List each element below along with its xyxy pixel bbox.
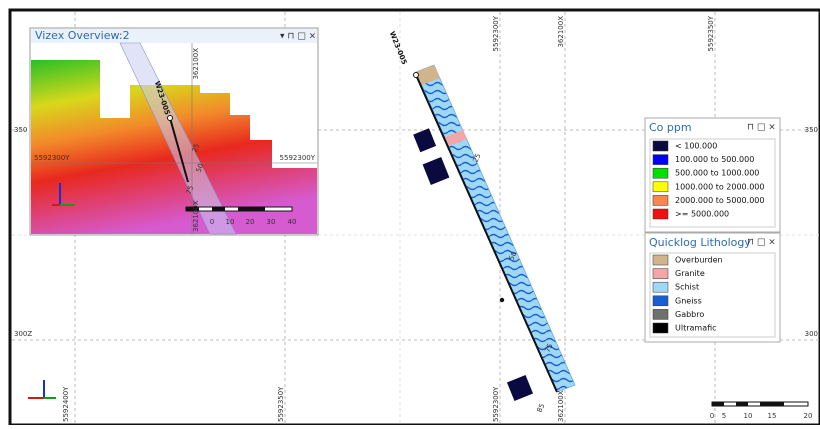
grid-label: 350 <box>14 126 27 134</box>
grid-label: 5592350Y <box>707 15 715 51</box>
granite-interval <box>445 130 467 146</box>
depth-label: 25 <box>191 142 202 153</box>
title-bar <box>31 29 317 43</box>
legend-swatch <box>652 195 669 206</box>
scale-bar <box>212 207 225 211</box>
window-title: Vizex Overview:2 <box>35 29 130 42</box>
legend-label: < 100.000 <box>675 142 717 151</box>
depth-label: 50 <box>195 162 206 173</box>
grid-label: 5592300Y <box>492 15 500 51</box>
collar <box>413 72 419 78</box>
scale-label: 0 <box>210 218 214 226</box>
grid-label: 362100X <box>192 48 200 80</box>
scale-bar <box>711 401 809 407</box>
depth-label: 75 <box>544 342 555 353</box>
grid-label: 350 <box>805 126 818 134</box>
scale-label: 15 <box>768 412 777 420</box>
hole-trace <box>415 74 558 393</box>
legend-label: Granite <box>675 269 705 278</box>
scale-label: 5 <box>722 412 726 420</box>
legend-swatch <box>652 154 669 165</box>
legend-label: Gneiss <box>675 296 702 305</box>
hole-trace <box>169 117 189 183</box>
legend-swatch <box>652 181 669 193</box>
grid-label: 5592300Y <box>492 386 500 422</box>
scale-label: 0 <box>710 412 714 420</box>
axis-triad <box>28 380 56 399</box>
grid-label: 5592300Y <box>34 154 70 162</box>
grid-label: 300Z <box>14 330 32 338</box>
legend-swatch <box>652 167 669 179</box>
legend-label: 500.000 to 1000.000 <box>675 169 759 178</box>
legend-label: 100.000 to 500.000 <box>675 155 754 164</box>
grid-label: 300 <box>805 330 818 338</box>
co-block <box>413 128 437 153</box>
legend-swatch <box>652 254 669 266</box>
grid-label: 5592350Y <box>277 386 285 422</box>
legend-label: 1000.000 to 2000.000 <box>675 182 764 191</box>
window-controls[interactable]: ▾ ⊓ □ × <box>280 32 316 42</box>
legend-title: Quicklog Lithology <box>649 236 751 249</box>
legend-label: Gabbro <box>675 310 704 319</box>
legend-label: >= 5000.000 <box>675 210 729 219</box>
legend-swatch <box>652 322 669 334</box>
co-block <box>506 374 534 402</box>
scale-bar <box>238 207 265 211</box>
window-controls[interactable]: ⊓ □ × <box>747 123 776 133</box>
depth-label: 25 <box>472 152 483 163</box>
scale-bar <box>186 207 199 211</box>
scale-label: 40 <box>288 218 297 226</box>
grid-label: 362100X <box>192 200 200 232</box>
collar <box>167 115 173 121</box>
legend-label: Ultramafic <box>675 324 717 333</box>
scale-label: 20 <box>804 412 813 420</box>
scale-label: 10 <box>226 218 235 226</box>
grid-label: 362100X <box>557 390 565 422</box>
legend-swatch <box>652 295 669 307</box>
legend-swatch <box>652 309 669 320</box>
depth-label: 85 <box>536 402 547 413</box>
overview-window: Vizex Overview:2 ▾ ⊓ □ × <box>29 27 319 236</box>
scale-label: 30 <box>267 218 276 226</box>
drillhole <box>413 64 576 402</box>
legend-swatch <box>652 208 669 220</box>
legend-swatch <box>652 281 669 293</box>
section-band <box>119 42 237 235</box>
scale-label: 10 <box>744 412 753 420</box>
scale-label: 20 <box>246 218 255 226</box>
grid-label: 5592300Y <box>280 154 316 162</box>
depth-label: 50 <box>508 250 519 261</box>
legend-label: 2000.000 to 5000.000 <box>675 196 764 205</box>
depth-label: 75 <box>185 184 196 195</box>
grid-label: 5592400Y <box>62 386 70 422</box>
window-controls[interactable]: ⊓ □ × <box>747 238 776 248</box>
overburden-interval <box>416 65 440 85</box>
co-block <box>422 157 450 185</box>
legend-swatch <box>652 268 669 279</box>
legend-label: Schist <box>675 283 699 292</box>
grid-label: 362100X <box>557 16 565 48</box>
legend-label: Overburden <box>675 256 723 265</box>
hole-marker <box>499 297 505 303</box>
legend-swatch <box>652 140 669 152</box>
legend-title: Co ppm <box>649 121 692 134</box>
empty-area <box>100 60 317 168</box>
